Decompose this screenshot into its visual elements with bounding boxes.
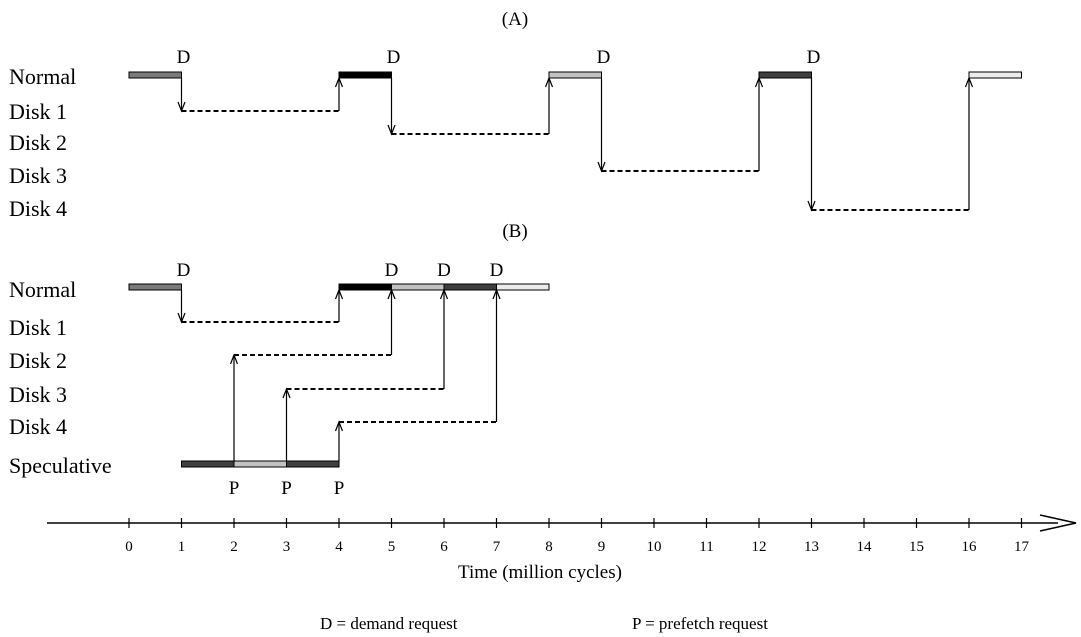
panel-a-demand-label-2: D (387, 47, 401, 68)
axis-tick-label-7: 7 (493, 539, 501, 555)
panel-a-block-3 (548, 71, 602, 79)
axis-tick-label-5: 5 (388, 539, 396, 555)
axis-tick-label-13: 13 (804, 539, 819, 555)
panel-b-return-arrow-4 (492, 288, 501, 300)
panel-a-demand-label-1: D (177, 47, 191, 68)
panel-a-block-4 (758, 71, 812, 79)
time-axis: 0 1 2 3 4 5 6 7 8 9 10 11 12 13 14 15 16 17 Time (million… (47, 514, 1077, 583)
panel-a-return-arrow-1 (334, 76, 344, 88)
axis-tick-label-16: 16 (962, 539, 978, 555)
panel-a-return-arrow-4 (964, 76, 974, 88)
row-label-disk4-b: Disk 4 (9, 414, 67, 439)
axis-tick-label-12: 12 (752, 539, 767, 555)
panel-a-return-arrow-2 (544, 76, 554, 88)
panel-b-request-arrow-1 (177, 312, 186, 324)
axis-tick-label-4: 4 (335, 539, 343, 555)
row-label-normal-b: Normal (9, 277, 76, 302)
panel-b-prefetch-arrow-3 (282, 387, 291, 399)
panel-b-prefetch-label-2: P (281, 478, 292, 499)
panel-b-block-2 (338, 283, 392, 291)
row-label-disk2-b: Disk 2 (9, 348, 67, 373)
axis-ticks: 0 1 2 3 4 5 6 7 8 9 10 11 12 13 14 15 16 17 (125, 518, 1030, 555)
panel-b-block-4 (443, 283, 497, 291)
panel-b-return-arrow-2 (387, 288, 396, 300)
legend: D = demand request P = prefetch request (320, 614, 768, 633)
row-label-disk3-b: Disk 3 (9, 382, 67, 407)
row-label-speculative: Speculative (9, 453, 112, 478)
axis-tick-label-1: 1 (178, 539, 186, 555)
panel-a-request-arrow-3 (597, 161, 606, 173)
panel-b-demand-label-2: D (385, 260, 399, 281)
panel-a-request-arrow-2 (387, 124, 396, 136)
panel-a-request-arrow-4 (807, 200, 816, 212)
panel-b-block-6 (181, 460, 235, 468)
panel-b-return-arrow-1 (334, 288, 344, 300)
axis-tick-label-2: 2 (230, 539, 238, 555)
axis-tick-label-14: 14 (857, 539, 873, 555)
panel-a-block-1 (128, 71, 182, 79)
panel-b-block-5 (496, 283, 550, 291)
axis-tick-label-10: 10 (647, 539, 662, 555)
timeline-marks: D D D D D D D D P P P (128, 47, 1022, 499)
panel-a-title: (A) (502, 9, 528, 30)
panel-a-demand-label-4: D (807, 47, 821, 68)
panel-b-demand-label-3: D (437, 260, 451, 281)
panel-b-return-arrow-3 (439, 288, 449, 300)
panel-b-demand-label-4: D (490, 260, 504, 281)
panel-b-prefetch-label-1: P (229, 478, 240, 499)
axis-tick-label-6: 6 (440, 539, 448, 555)
panel-b-block-3 (391, 283, 445, 291)
panel-a-block-5 (968, 71, 1022, 79)
axis-tick-label-11: 11 (699, 539, 713, 555)
row-label-disk3-a: Disk 3 (9, 163, 67, 188)
panel-a-demand-label-3: D (597, 47, 611, 68)
row-label-disk1-b: Disk 1 (9, 315, 67, 340)
panel-a-request-arrow-1 (177, 101, 186, 113)
panel-b-block-7 (233, 460, 287, 468)
axis-tick-label-0: 0 (125, 539, 133, 555)
panel-b-prefetch-arrow-2 (229, 353, 239, 365)
panel-b-block-1 (128, 283, 182, 291)
panel-a-row-labels: Normal Disk 1 Disk 2 Disk 3 Disk 4 (9, 64, 76, 221)
axis-tick-label-17: 17 (1014, 539, 1030, 555)
panel-b-block-8 (286, 460, 340, 468)
panel-b-prefetch-arrow-4 (334, 420, 344, 432)
panel-b-prefetch-label-3: P (334, 478, 345, 499)
panel-b-row-labels: Normal Disk 1 Disk 2 Disk 3 Disk 4 Specu… (9, 277, 112, 478)
panel-a-return-arrow-3 (754, 76, 764, 88)
axis-title: Time (million cycles) (458, 562, 622, 583)
row-label-disk1-a: Disk 1 (9, 99, 67, 124)
row-label-disk4-a: Disk 4 (9, 196, 67, 221)
axis-tick-label-8: 8 (545, 539, 553, 555)
legend-prefetch: P = prefetch request (632, 614, 768, 633)
row-label-disk2-a: Disk 2 (9, 130, 67, 155)
axis-tick-label-9: 9 (598, 539, 606, 555)
axis-tick-label-3: 3 (283, 539, 291, 555)
legend-demand: D = demand request (320, 614, 458, 633)
axis-tick-label-15: 15 (909, 539, 924, 555)
panel-b-title: (B) (502, 221, 527, 242)
axis-arrow-icon (1039, 514, 1077, 532)
row-label-normal-a: Normal (9, 64, 76, 89)
panel-b-demand-label-1: D (177, 260, 191, 281)
panel-a-block-2 (338, 71, 392, 79)
